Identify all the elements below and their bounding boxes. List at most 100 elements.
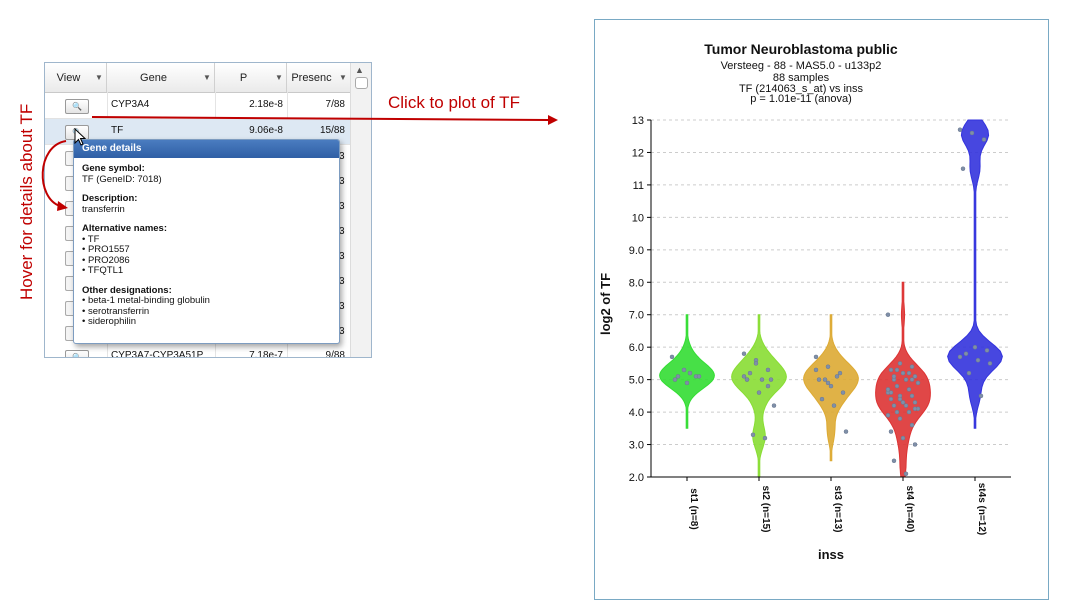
data-point — [840, 390, 846, 395]
data-point — [816, 377, 822, 382]
data-point — [960, 166, 966, 171]
data-point — [822, 377, 828, 382]
table-row[interactable]: 🔍 CYP3A7-CYP3A51P 7.18e-7 9/88 — [45, 347, 350, 358]
scroll-thumb[interactable] — [355, 77, 368, 89]
column-header-gene[interactable]: Gene ▼ — [107, 63, 215, 92]
gene-cell[interactable]: CYP3A7-CYP3A51P — [111, 350, 204, 358]
view-plot-button[interactable] — [65, 176, 74, 191]
violin-chart: Tumor Neuroblastoma public Versteeg - 88… — [598, 41, 1011, 562]
y-tick-label: 13 — [632, 115, 644, 127]
gene-symbol-value: TF (GeneID: 7018) — [82, 173, 162, 185]
data-point — [888, 396, 894, 402]
view-plot-button[interactable] — [65, 301, 74, 316]
alt-names-label: Alternative names: — [82, 223, 168, 234]
data-point — [894, 409, 900, 415]
gene-cell[interactable]: CYP3A4 — [111, 99, 150, 110]
presence-cell: 15/88 — [319, 125, 345, 136]
data-point — [897, 416, 903, 421]
view-plot-button[interactable]: 🔍 — [65, 99, 89, 114]
y-tick-label: 3.0 — [629, 440, 644, 452]
view-plot-button[interactable] — [65, 251, 74, 266]
data-point — [969, 130, 975, 136]
data-point — [897, 361, 903, 366]
table-header: View ▼ Gene ▼ P ▼ Presenc ▼ — [45, 63, 350, 93]
presence-cell: 3 — [339, 276, 345, 287]
data-point — [837, 370, 843, 376]
scroll-up-arrow-icon[interactable]: ▲ — [355, 65, 364, 75]
data-point — [909, 422, 915, 428]
data-point — [888, 429, 894, 434]
tooltip-title: Gene details — [74, 140, 339, 158]
p-value-cell: 7.18e-7 — [249, 350, 283, 358]
data-point — [885, 387, 891, 392]
data-point — [915, 380, 921, 386]
data-point — [825, 380, 831, 386]
data-point — [909, 364, 915, 369]
p-value-cell: 2.18e-8 — [249, 99, 283, 110]
data-point — [987, 361, 993, 366]
column-header-presence[interactable]: Presenc ▼ — [287, 63, 350, 92]
column-header-view[interactable]: View ▼ — [45, 63, 107, 92]
column-header-p[interactable]: P ▼ — [215, 63, 287, 92]
view-plot-button[interactable] — [65, 151, 74, 166]
sort-dropdown-icon[interactable]: ▼ — [339, 73, 347, 82]
designation-item: • siderophilin — [82, 316, 137, 327]
view-plot-button[interactable] — [65, 226, 74, 241]
data-point — [747, 370, 753, 376]
presence-cell: 9/88 — [325, 350, 345, 358]
data-point — [672, 377, 678, 382]
view-plot-button[interactable]: 🔍 — [65, 350, 89, 357]
violin — [875, 281, 931, 478]
violin-chart-panel: Tumor Neuroblastoma public Versteeg - 88… — [594, 19, 1049, 600]
data-point — [756, 390, 762, 395]
data-point — [888, 390, 894, 395]
column-label: View — [56, 71, 81, 84]
y-axis-title: log2 of TF — [598, 273, 613, 335]
description-label: Description: — [82, 193, 138, 204]
data-point — [885, 413, 891, 418]
chart-title: Tumor Neuroblastoma public — [704, 41, 898, 57]
data-point — [909, 393, 915, 399]
presence-cell: 3 — [339, 176, 345, 187]
gene-cell[interactable]: TF — [111, 125, 124, 136]
y-tick-label: 5.0 — [629, 375, 644, 387]
x-axis-title: inss — [818, 547, 844, 562]
data-point — [957, 127, 963, 132]
presence-cell: 7/88 — [325, 99, 345, 110]
data-point — [906, 370, 912, 376]
data-point — [768, 377, 774, 382]
data-point — [765, 383, 771, 389]
column-label: P — [239, 71, 248, 84]
alt-name-item: • TFQTL1 — [82, 265, 124, 276]
data-point — [900, 435, 906, 441]
table-scrollbar[interactable]: ▲ — [350, 63, 371, 357]
designation-item: • serotransferrin — [82, 305, 150, 317]
data-point — [825, 364, 831, 369]
view-plot-button[interactable] — [65, 276, 74, 291]
data-point — [819, 396, 825, 402]
y-tick-label: 9.0 — [629, 245, 644, 257]
data-point — [903, 471, 909, 477]
data-point — [957, 354, 963, 360]
view-plot-button[interactable] — [65, 326, 74, 341]
y-tick-label: 12 — [632, 147, 644, 159]
presence-cell: 3 — [339, 151, 345, 162]
y-tick-label: 10 — [632, 212, 644, 224]
axes: 2.0 3.0 4.0 5.0 6.0 7.0 8.0 9.0 10 11 12 13 st1 (n=8… — [629, 115, 1011, 535]
data-point — [909, 377, 915, 382]
p-value-cell: 9.06e-8 — [249, 125, 283, 136]
sort-dropdown-icon[interactable]: ▼ — [275, 73, 283, 82]
hover-annotation: Hover for details about TF — [17, 103, 36, 300]
data-point — [843, 429, 849, 434]
data-point — [828, 383, 834, 389]
y-tick-label: 6.0 — [629, 342, 644, 354]
sort-dropdown-icon[interactable]: ▼ — [95, 73, 103, 82]
sort-dropdown-icon[interactable]: ▼ — [203, 73, 211, 82]
data-point — [744, 377, 750, 382]
x-tick-label: st4s (n=12) — [976, 483, 987, 536]
y-tick-label: 2.0 — [629, 472, 644, 484]
data-point — [978, 393, 984, 399]
data-point — [894, 367, 900, 373]
alt-name-item: • PRO1557 — [82, 244, 130, 255]
